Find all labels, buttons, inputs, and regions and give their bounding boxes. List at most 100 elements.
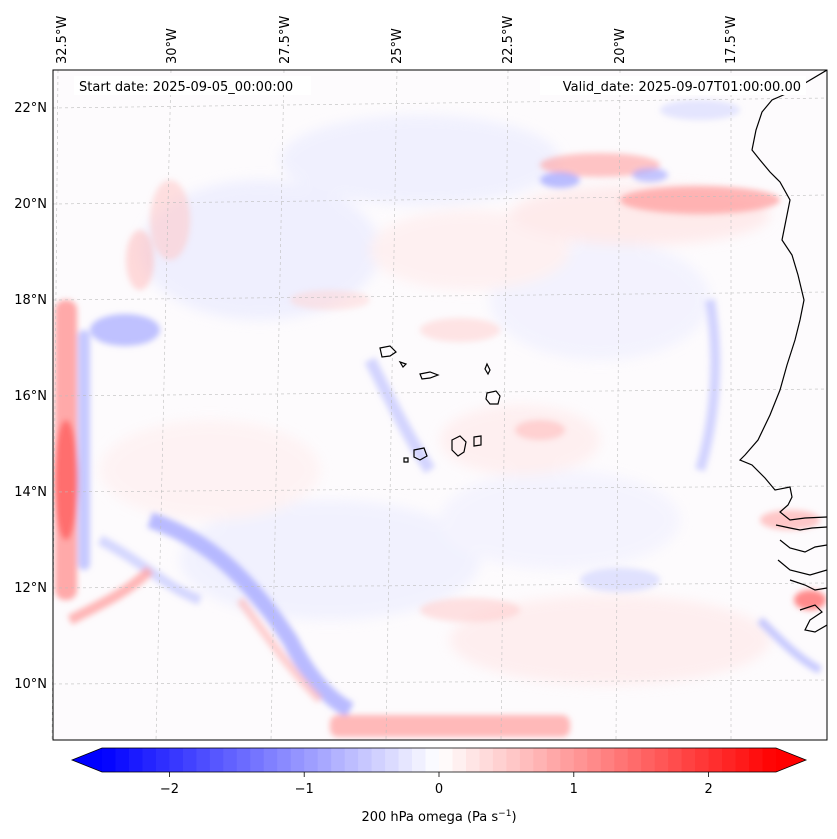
island-sal	[484, 362, 491, 376]
colorbar-segment	[735, 748, 750, 772]
colorbar-segment	[155, 748, 170, 772]
colorbar-segment	[425, 748, 440, 772]
colorbar-segment	[492, 748, 507, 772]
meridian-25w	[385, 69, 398, 741]
island-fogo	[413, 447, 428, 461]
colorbar-segment	[452, 748, 467, 772]
colorbar-label: 200 hPa omega (Pa s−1)	[361, 809, 516, 825]
lat-label: 14°N	[14, 485, 47, 500]
colorbar-outline	[70, 747, 808, 773]
map-frame	[52, 69, 828, 741]
colorbar-segment	[250, 748, 265, 772]
start-date-label: Start date: 2025-09-05_00:00:00	[79, 80, 293, 95]
colorbar-segment	[479, 748, 494, 772]
senegal-guinea-coast	[775, 524, 827, 633]
colorbar-segment	[600, 748, 615, 772]
lon-label: 32.5°W	[55, 16, 70, 64]
island-brava	[403, 457, 409, 463]
map-panel: Start date: 2025-09-05_00:00:00 Valid_da…	[14, 16, 828, 741]
colorbar-segment	[695, 748, 710, 772]
colorbar-segment	[169, 748, 184, 772]
colorbar-segment	[749, 748, 764, 772]
valid-date-label: Valid_date: 2025-09-07T01:00:00.00	[563, 80, 801, 95]
colorbar-segment	[573, 748, 588, 772]
colorbar-segment	[371, 748, 386, 772]
island-sao-vicente	[398, 360, 408, 368]
africa-coastline	[738, 70, 827, 521]
colorbar-segment	[762, 748, 777, 772]
latitude-labels: 22°N 20°N 18°N 16°N 14°N 12°N 10°N	[14, 101, 47, 692]
colorbar-segment	[681, 748, 696, 772]
colorbar-extend-low	[72, 748, 102, 772]
lat-label: 16°N	[14, 389, 47, 404]
lat-label: 20°N	[14, 197, 47, 212]
colorbar-segment	[412, 748, 427, 772]
colorbar-extend-high	[776, 748, 806, 772]
colorbar-segment	[627, 748, 642, 772]
colorbar-ticks: −2 −1 0 1 2	[160, 772, 713, 797]
meridian-30w	[155, 69, 172, 741]
island-santo-antao	[379, 345, 397, 358]
meridian-20w	[615, 69, 621, 741]
island-santiago	[451, 435, 467, 457]
colorbar-segment	[722, 748, 737, 772]
colorbar-segment	[465, 748, 481, 772]
valid-date-box	[540, 76, 806, 95]
colorbar-tick-label: 2	[704, 782, 712, 797]
colorbar-segment	[317, 748, 332, 772]
colorbar-segment	[196, 748, 211, 772]
colorbar-segment	[385, 748, 400, 772]
lon-label: 30°W	[165, 28, 180, 64]
omega-field	[54, 100, 826, 737]
colorbar-segment	[614, 748, 629, 772]
colorbar-tick-label: −1	[295, 782, 314, 797]
coastlines	[379, 70, 827, 633]
colorbar-segment	[236, 748, 251, 772]
colorbar-segment	[142, 748, 157, 772]
colorbar-tick-label: −2	[160, 782, 179, 797]
lat-label: 22°N	[14, 101, 47, 116]
island-maio	[473, 435, 482, 447]
colorbar-segment	[641, 748, 656, 772]
colorbar-segment	[506, 748, 521, 772]
colorbar-segment	[519, 748, 534, 772]
colorbar-segment	[654, 748, 669, 772]
colorbar: −2 −1 0 1 2 200 hPa omega (Pa s−1)	[70, 747, 808, 825]
colorbar-segment	[263, 748, 278, 772]
meridian-22-5w	[500, 69, 509, 741]
colorbar-segments	[102, 748, 777, 772]
colorbar-segment	[277, 748, 292, 772]
colorbar-segment	[115, 748, 130, 772]
colorbar-segment	[344, 748, 359, 772]
lat-label: 10°N	[14, 677, 47, 692]
lon-label: 22.5°W	[501, 16, 516, 64]
island-sao-nicolau	[419, 371, 440, 380]
colorbar-segment	[560, 748, 575, 772]
colorbar-segment	[290, 748, 305, 772]
colorbar-segment	[209, 748, 224, 772]
colorbar-segment	[439, 748, 454, 772]
start-date-box	[74, 76, 311, 95]
colorbar-segment	[587, 748, 602, 772]
colorbar-segment	[182, 748, 197, 772]
meridian-27-5w	[270, 69, 285, 741]
island-boa-vista	[485, 390, 501, 405]
lon-label: 20°W	[613, 28, 628, 64]
colorbar-segment	[128, 748, 144, 772]
colorbar-segment	[546, 748, 561, 772]
colorbar-segment	[102, 748, 117, 772]
lat-label: 18°N	[14, 293, 47, 308]
colorbar-segment	[668, 748, 683, 772]
lat-label: 12°N	[14, 581, 47, 596]
colorbar-segment	[398, 748, 413, 772]
colorbar-segment	[331, 748, 346, 772]
colorbar-segment	[358, 748, 373, 772]
colorbar-segment	[533, 748, 548, 772]
lon-label: 25°W	[390, 28, 405, 64]
longitude-labels: 32.5°W 30°W 27.5°W 25°W 22.5°W 20°W 17.5…	[55, 16, 739, 64]
colorbar-tick-label: 1	[570, 782, 578, 797]
colorbar-segment	[223, 748, 238, 772]
lon-label: 27.5°W	[278, 16, 293, 64]
colorbar-tick-label: 0	[435, 782, 443, 797]
